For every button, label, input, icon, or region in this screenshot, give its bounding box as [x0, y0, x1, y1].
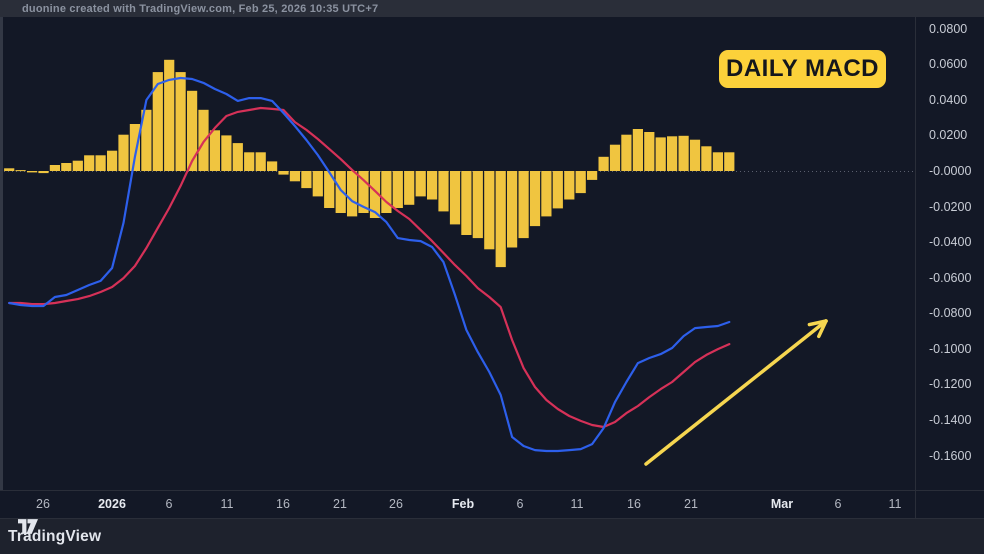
histogram-bar — [72, 160, 83, 171]
daily-macd-label: DAILY MACD — [725, 55, 880, 82]
x-axis-label: 26 — [36, 497, 50, 511]
histogram-bar — [129, 124, 140, 171]
histogram-bar — [232, 143, 243, 171]
histogram-bar — [724, 152, 735, 171]
histogram-bar — [324, 171, 335, 208]
x-axis-label: Mar — [770, 497, 794, 511]
left-edge-strip — [0, 17, 3, 490]
histogram-bar — [4, 168, 15, 171]
histogram-bar — [312, 171, 323, 197]
histogram-bar — [358, 171, 369, 213]
trend-arrow-head — [817, 319, 828, 339]
attribution-text: duonine created with TradingView.com, Fe… — [22, 2, 379, 15]
histogram-bar — [27, 171, 38, 173]
histogram-bar — [221, 135, 232, 171]
x-axis-label: Feb — [451, 497, 475, 511]
histogram-bar — [347, 171, 358, 217]
histogram-bar — [107, 150, 118, 171]
histogram-bar — [244, 152, 255, 171]
x-axis-label: 2026 — [98, 497, 126, 511]
x-axis-label: 16 — [627, 497, 641, 511]
histogram-bar — [678, 135, 689, 171]
histogram-bar — [61, 163, 72, 171]
histogram-bar — [267, 161, 278, 171]
histogram-bar — [141, 109, 152, 171]
histogram-bar — [84, 155, 95, 171]
histogram-bar — [187, 90, 198, 171]
histogram-bar — [667, 136, 678, 171]
signal-line — [8, 106, 731, 429]
histogram-bar — [621, 134, 632, 171]
histogram-bar — [438, 171, 449, 212]
histogram-bar — [529, 171, 541, 227]
tradingview-logo-icon[interactable] — [18, 519, 38, 534]
histogram-bar — [15, 170, 26, 172]
histogram-bar — [575, 171, 586, 194]
histogram-bar — [655, 137, 666, 171]
footer-bar: TradingView — [0, 519, 984, 554]
histogram-bar — [701, 146, 712, 171]
histogram-bar — [369, 171, 381, 218]
x-axis-label: 21 — [333, 497, 347, 511]
histogram-bar — [175, 72, 186, 171]
histogram-bar — [301, 171, 312, 189]
x-axis-label: 26 — [389, 497, 403, 511]
histogram-bar — [209, 130, 220, 171]
x-axis-label: 11 — [570, 497, 584, 511]
histogram-bar — [449, 171, 461, 225]
footer-border — [0, 518, 984, 519]
attribution-bar: duonine created with TradingView.com, Fe… — [0, 0, 984, 17]
histogram-bar — [255, 152, 266, 171]
histogram-bar — [164, 59, 175, 171]
histogram-bar — [598, 156, 609, 171]
histogram-bar — [152, 72, 163, 171]
histogram-bar — [335, 171, 346, 213]
histogram-bar — [541, 171, 552, 217]
histogram-bar — [495, 171, 506, 268]
histogram-bar — [712, 152, 723, 171]
histogram-bar — [415, 171, 426, 197]
histogram-bar — [95, 155, 106, 171]
histogram-bar — [118, 134, 129, 171]
histogram-bar — [278, 171, 289, 175]
x-axis-label: 16 — [276, 497, 290, 511]
histogram-bar — [289, 171, 300, 182]
trend-arrow-head — [807, 319, 828, 327]
daily-macd-badge: DAILY MACD — [719, 50, 886, 88]
time-axis[interactable]: 26 2026 6 11 16 21 26 Feb 6 11 16 21 Mar 6 11 — [0, 491, 915, 518]
histogram-bar — [427, 171, 438, 200]
histogram-bar — [632, 129, 643, 171]
x-axis-label: 11 — [220, 497, 234, 511]
trend-arrow — [644, 319, 828, 466]
macd-line — [8, 76, 731, 453]
histogram-bar — [518, 171, 529, 239]
histogram-bar — [404, 171, 415, 205]
x-axis-label: 11 — [888, 497, 902, 511]
x-axis-label: 6 — [165, 497, 173, 511]
histogram-bar — [609, 144, 621, 171]
x-axis-label: 6 — [834, 497, 842, 511]
x-axis-label: 6 — [516, 497, 524, 511]
histogram-bar — [49, 165, 60, 171]
histogram-bar — [507, 171, 518, 248]
histogram-bar — [38, 171, 49, 174]
histogram-bar — [472, 171, 483, 239]
histogram-bar — [689, 139, 701, 171]
histogram-bar — [392, 171, 403, 208]
price-axis-border — [915, 17, 916, 518]
histogram-bar — [484, 171, 495, 250]
histogram-bar — [552, 171, 563, 209]
histogram-bar — [461, 171, 472, 235]
histogram-bar — [587, 171, 598, 180]
histogram-bar — [644, 132, 655, 171]
time-axis-border — [0, 490, 984, 491]
x-axis-label: 21 — [684, 497, 698, 511]
histogram-bar — [381, 171, 392, 213]
histogram-bar — [564, 171, 575, 200]
